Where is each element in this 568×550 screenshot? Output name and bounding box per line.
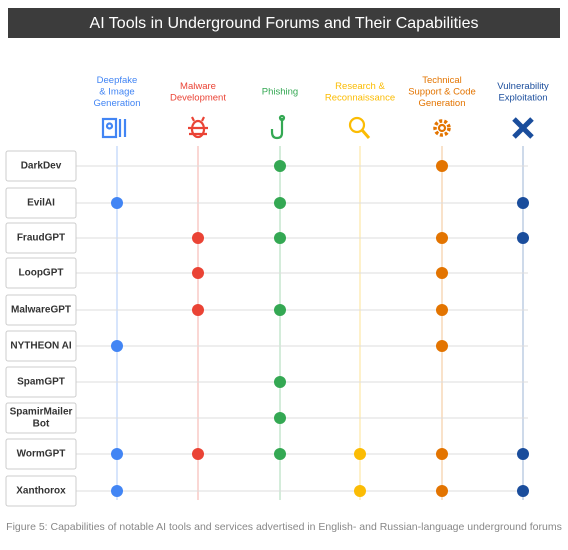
capability-dot	[436, 160, 448, 172]
capability-dot	[517, 485, 529, 497]
column-icon	[512, 117, 534, 139]
capability-dot	[111, 448, 123, 460]
capability-dot	[274, 197, 286, 209]
column-icon	[270, 114, 286, 140]
column-icon	[348, 116, 371, 139]
icon-part	[348, 116, 366, 134]
capability-dot	[274, 232, 286, 244]
capability-dot	[274, 160, 286, 172]
row-label: WormGPT	[17, 449, 66, 460]
capability-dot	[436, 340, 448, 352]
capability-dot	[274, 304, 286, 316]
row-box	[5, 187, 77, 219]
capability-dot	[354, 485, 366, 497]
capability-dot	[274, 448, 286, 460]
row-box	[5, 294, 77, 326]
capability-dot	[192, 267, 204, 279]
title-bar	[8, 8, 560, 38]
icon-part	[101, 117, 118, 139]
capability-dot	[274, 412, 286, 424]
column-label: Support & Code	[408, 87, 476, 98]
icon-part	[201, 116, 205, 122]
icon-part	[105, 122, 114, 130]
caption: Figure 5: Capabilities of notable AI too…	[6, 521, 562, 533]
column-label: Vulnerability	[497, 81, 549, 92]
capability-dot	[192, 304, 204, 316]
capability-dot	[436, 267, 448, 279]
row-box	[5, 222, 77, 254]
capability-dot	[111, 197, 123, 209]
row-label: Bot	[33, 419, 50, 430]
row-box	[5, 366, 77, 398]
capability-dot	[436, 232, 448, 244]
row-box	[5, 402, 77, 434]
column-label: Generation	[418, 98, 465, 109]
column-label: Technical	[422, 75, 462, 86]
icon-part	[437, 123, 447, 133]
row-box	[5, 150, 77, 182]
column-icon	[188, 116, 208, 139]
icon-part	[512, 117, 534, 139]
capability-dot	[436, 304, 448, 316]
row-label: LoopGPT	[19, 268, 64, 279]
row-box	[5, 438, 77, 470]
row-label: NYTHEON AI	[10, 341, 72, 352]
column-label: Development	[170, 92, 226, 103]
column-label: & Image	[99, 87, 134, 98]
column-label: Malware	[180, 81, 216, 92]
row-label: DarkDev	[21, 161, 62, 172]
capability-dot	[436, 485, 448, 497]
row-box	[5, 257, 77, 289]
column-label: Deepfake	[97, 75, 138, 86]
column-label: Exploitation	[498, 92, 547, 103]
row-box	[5, 475, 77, 507]
capability-dot	[517, 448, 529, 460]
row-label: Xanthorox	[16, 486, 66, 497]
icon-part	[270, 118, 284, 140]
column-icon	[101, 117, 127, 139]
capability-dot	[274, 376, 286, 388]
row-label: SpamirMailer	[10, 407, 73, 418]
row-label: SpamGPT	[17, 377, 65, 388]
capability-dot	[517, 197, 529, 209]
column-label: Generation	[93, 98, 140, 109]
row-label: FraudGPT	[17, 233, 65, 244]
title: AI Tools in Underground Forums and Their…	[90, 15, 479, 32]
capability-dot	[436, 448, 448, 460]
column-label: Phishing	[262, 87, 298, 98]
capability-dot	[111, 485, 123, 497]
capability-dot	[192, 232, 204, 244]
row-label: EvilAI	[27, 198, 55, 209]
icon-part	[278, 114, 286, 122]
column-label: Research &	[335, 81, 385, 92]
column-icon	[433, 119, 451, 137]
row-label: MalwareGPT	[11, 305, 71, 316]
icon-part	[433, 119, 451, 137]
capability-dot	[192, 448, 204, 460]
capability-dot	[111, 340, 123, 352]
column-label: Reconnaissance	[325, 92, 395, 103]
row-box	[5, 330, 77, 362]
icon-part	[360, 129, 371, 139]
icon-part	[191, 116, 195, 122]
capability-dot	[354, 448, 366, 460]
capability-dot	[517, 232, 529, 244]
